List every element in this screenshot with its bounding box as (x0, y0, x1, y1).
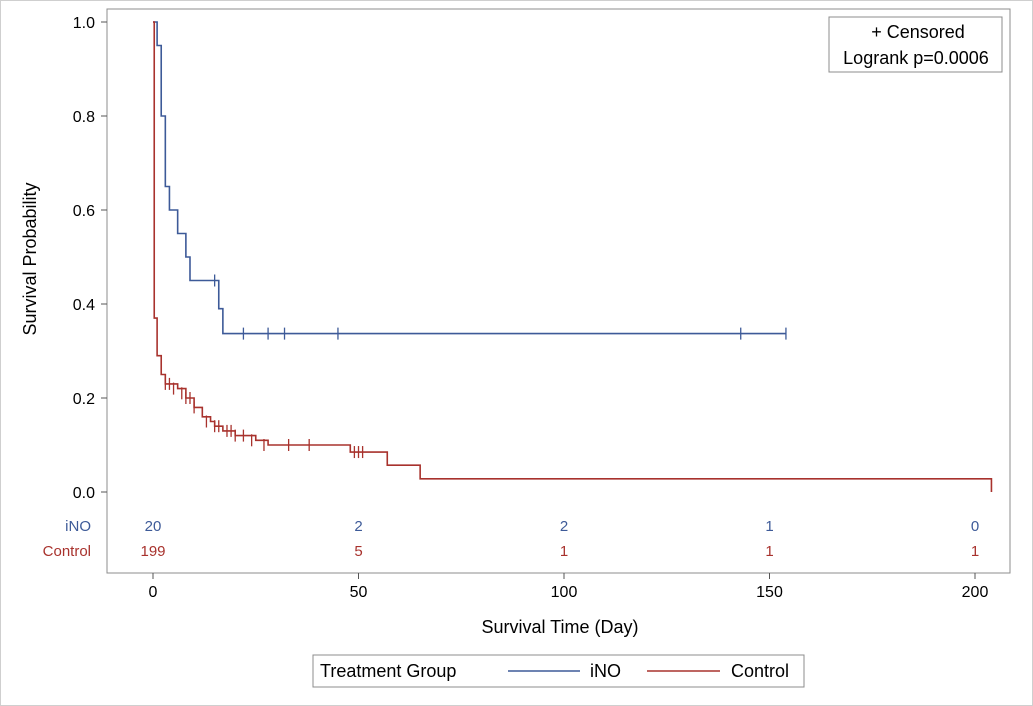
at-risk-count-control: 1 (971, 543, 979, 560)
legend: Treatment Group iNO Control (312, 654, 805, 688)
x-axis: 0 50 100 150 200 (149, 573, 989, 601)
at-risk-count-ino: 2 (354, 518, 362, 535)
at-risk-label-control: Control (43, 543, 91, 560)
x-axis-title: Survival Time (Day) (481, 617, 638, 637)
y-axis: 0.0 0.2 0.4 0.6 0.8 1.0 (73, 15, 107, 502)
at-risk-count-ino: 20 (145, 518, 162, 535)
y-axis-title: Survival Probability (20, 182, 40, 335)
y-tick-label: 0.0 (73, 485, 95, 502)
logrank-note: Logrank p=0.0006 (843, 48, 989, 68)
legend-title: Treatment Group (320, 661, 456, 681)
at-risk-table: iNO 20 2 2 1 0 Control 199 5 1 1 1 (43, 518, 980, 560)
y-tick-label: 0.4 (73, 297, 95, 314)
y-tick-label: 0.2 (73, 391, 95, 408)
plot-area (106, 8, 1011, 574)
at-risk-count-ino: 0 (971, 518, 979, 535)
x-tick-label: 100 (551, 584, 578, 601)
legend-entry-control: Control (731, 661, 789, 681)
curve-ino (153, 21, 786, 335)
at-risk-count-ino: 2 (560, 518, 568, 535)
at-risk-label-ino: iNO (65, 518, 91, 535)
censored-note: + Censored (871, 22, 965, 42)
y-tick-label: 1.0 (73, 15, 95, 32)
curve-control (153, 21, 993, 492)
y-tick-label: 0.8 (73, 109, 95, 126)
x-tick-label: 150 (756, 584, 783, 601)
x-tick-label: 0 (149, 584, 158, 601)
at-risk-count-control: 199 (140, 543, 165, 560)
at-risk-count-control: 5 (354, 543, 362, 560)
y-tick-label: 0.6 (73, 203, 95, 220)
inset-box: + Censored Logrank p=0.0006 (828, 16, 1003, 73)
x-tick-label: 50 (350, 584, 368, 601)
survival-curves (153, 21, 993, 492)
at-risk-count-control: 1 (765, 543, 773, 560)
at-risk-count-control: 1 (560, 543, 568, 560)
legend-entry-ino: iNO (590, 661, 621, 681)
x-tick-label: 200 (962, 584, 989, 601)
at-risk-count-ino: 1 (765, 518, 773, 535)
